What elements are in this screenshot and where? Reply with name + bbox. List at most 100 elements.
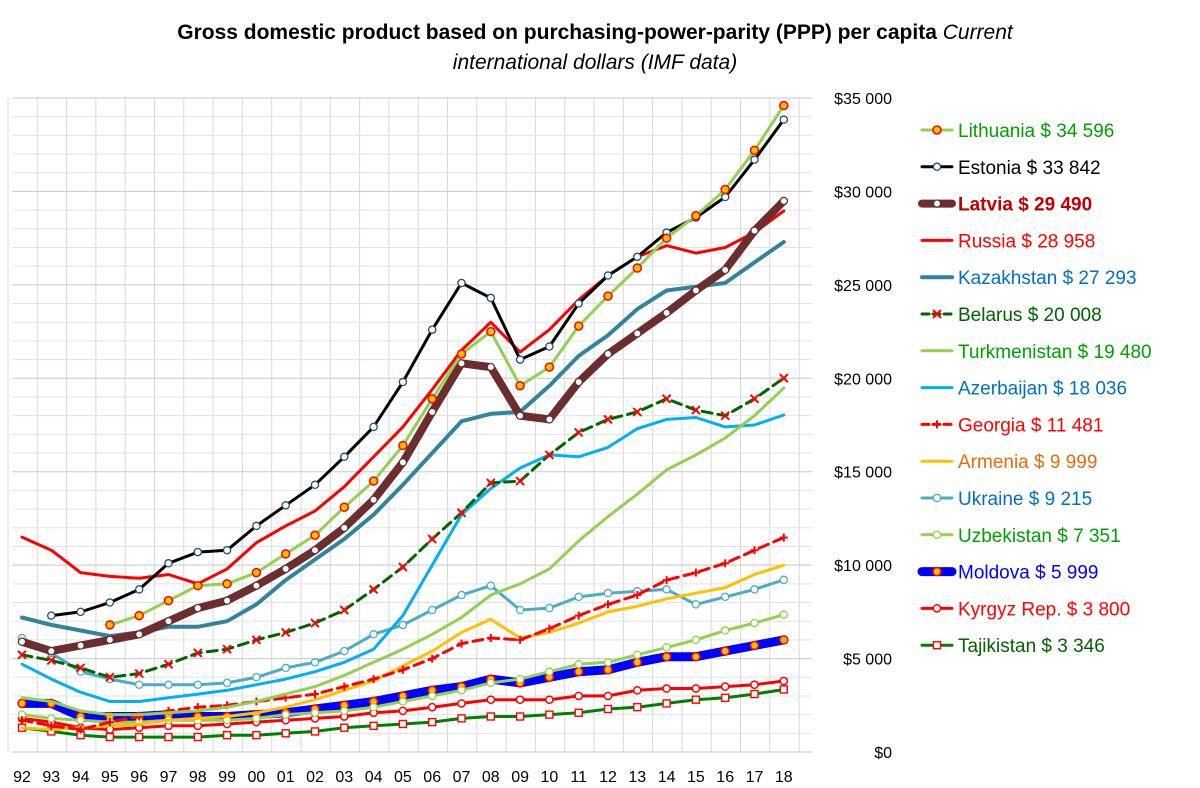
data-point xyxy=(17,637,27,647)
data-point xyxy=(105,732,115,742)
data-point xyxy=(691,684,701,693)
data-point xyxy=(603,658,613,667)
legend-label: Estonia $ 33 842 xyxy=(958,158,1101,179)
data-point xyxy=(398,440,408,451)
series-latvia xyxy=(17,196,789,656)
data-point xyxy=(574,691,584,701)
data-point xyxy=(281,663,290,673)
legend-label: Moldova $ 5 999 xyxy=(958,563,1099,584)
series-lines xyxy=(17,100,789,742)
data-point xyxy=(603,271,613,280)
data-point xyxy=(721,559,730,568)
series-line xyxy=(108,104,786,627)
legend-label: Belarus $ 20 008 xyxy=(958,305,1102,326)
legend-item: Tajikistan $ 3 346 xyxy=(920,636,1105,657)
data-point xyxy=(662,684,671,693)
y-tick-label: $10 000 xyxy=(834,558,892,575)
legend-label: Azerbaijan $ 18 036 xyxy=(958,379,1127,400)
data-point xyxy=(398,620,408,630)
data-point xyxy=(427,325,437,334)
data-point xyxy=(779,685,788,694)
x-tick-label: 98 xyxy=(189,769,207,786)
data-point xyxy=(280,627,291,638)
x-tick-label: 13 xyxy=(628,769,646,786)
data-point xyxy=(47,611,56,620)
x-tick-label: 99 xyxy=(218,769,236,786)
legend-item: Moldova $ 5 999 xyxy=(917,563,1099,584)
data-point xyxy=(779,575,789,585)
y-tick-label: $20 000 xyxy=(834,371,892,388)
data-point xyxy=(281,501,290,510)
data-point xyxy=(545,415,554,424)
data-point xyxy=(720,184,730,195)
data-point xyxy=(691,286,701,295)
data-point xyxy=(105,598,115,607)
data-point xyxy=(662,643,671,652)
data-point xyxy=(573,427,584,438)
data-point xyxy=(47,646,56,656)
data-point xyxy=(134,630,144,639)
data-point xyxy=(368,584,379,595)
chart-title-sub-line2: international dollars (IMF data) xyxy=(452,51,738,74)
data-point xyxy=(252,521,261,531)
data-point xyxy=(603,291,613,301)
data-point xyxy=(193,732,203,742)
legend-label: Kyrgyz Rep. $ 3 800 xyxy=(958,599,1130,620)
data-point xyxy=(76,715,85,725)
y-tick-label: $0 xyxy=(874,745,892,762)
data-point xyxy=(457,278,466,288)
x-tick-label: 12 xyxy=(599,769,617,786)
data-point xyxy=(603,349,613,359)
data-point xyxy=(721,693,730,703)
data-point xyxy=(544,362,555,372)
data-point xyxy=(398,665,407,674)
data-point xyxy=(427,691,437,701)
data-point xyxy=(457,714,466,723)
data-point xyxy=(222,678,232,688)
series-belarus xyxy=(17,373,789,682)
data-point xyxy=(750,155,759,164)
data-point xyxy=(134,585,144,594)
data-point xyxy=(932,199,942,208)
data-point xyxy=(222,644,232,654)
legend-label: Russia $ 28 958 xyxy=(958,231,1095,252)
data-point xyxy=(310,480,320,490)
data-point xyxy=(457,359,466,368)
x-tick-label: 09 xyxy=(511,769,529,786)
data-point xyxy=(691,405,701,415)
legend-item: Estonia $ 33 842 xyxy=(920,158,1101,179)
data-point xyxy=(545,342,554,351)
data-point xyxy=(661,233,672,243)
legend-label: Tajikistan $ 3 346 xyxy=(958,636,1105,657)
data-point xyxy=(750,618,759,628)
data-point xyxy=(369,675,378,684)
series-azerbaijan xyxy=(20,413,786,703)
data-point xyxy=(75,663,86,673)
data-point xyxy=(398,377,408,387)
x-tick-label: 07 xyxy=(453,769,471,786)
x-tick-label: 18 xyxy=(775,769,793,786)
legend-item: Ukraine $ 9 215 xyxy=(920,489,1092,510)
data-point xyxy=(486,326,496,337)
data-point xyxy=(545,710,554,719)
data-point xyxy=(281,710,290,719)
data-point xyxy=(750,226,759,235)
data-point xyxy=(574,611,583,620)
data-point xyxy=(515,381,525,391)
data-point xyxy=(486,695,496,705)
data-point xyxy=(193,580,203,591)
x-tick-label: 01 xyxy=(277,769,295,786)
data-point xyxy=(340,523,349,533)
data-point xyxy=(369,422,378,432)
data-point xyxy=(281,564,290,574)
x-tick-label: 10 xyxy=(541,769,559,786)
data-point xyxy=(311,690,319,699)
data-point xyxy=(573,666,584,677)
legend-item: Latvia $ 29 490 xyxy=(918,195,1092,216)
data-point xyxy=(603,704,613,714)
data-point xyxy=(691,635,701,645)
data-point xyxy=(251,567,262,578)
data-point xyxy=(515,355,525,364)
data-point xyxy=(76,641,85,650)
data-point xyxy=(691,695,701,704)
